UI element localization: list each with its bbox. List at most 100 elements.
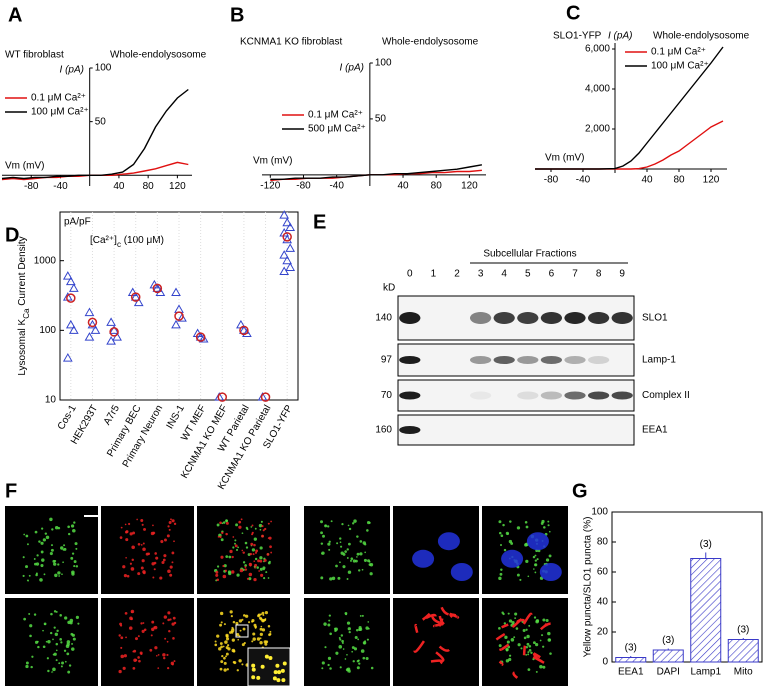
puncta — [498, 644, 502, 648]
x-axis-label: Vm (mV) — [253, 156, 292, 167]
cell-point — [68, 325, 79, 334]
puncta — [47, 640, 51, 644]
puncta — [33, 558, 36, 560]
puncta — [220, 555, 224, 559]
puncta — [321, 552, 323, 555]
x-tick-label: Mito — [734, 667, 753, 678]
mito-network — [522, 645, 527, 656]
puncta — [320, 531, 323, 535]
band — [587, 312, 610, 324]
y-tick-label: 50 — [375, 114, 387, 125]
puncta — [162, 622, 165, 625]
puncta — [259, 640, 263, 645]
cell-point — [282, 255, 293, 265]
puncta — [36, 640, 39, 643]
mito-network — [522, 612, 533, 625]
puncta — [329, 632, 332, 636]
puncta — [543, 526, 546, 529]
puncta — [36, 554, 39, 557]
puncta — [263, 577, 266, 580]
nucleus — [501, 549, 524, 568]
puncta — [55, 659, 58, 662]
puncta — [215, 570, 219, 574]
puncta — [124, 611, 128, 615]
puncta — [248, 572, 253, 577]
puncta — [533, 568, 535, 570]
panel-letter: G — [572, 480, 588, 502]
puncta — [173, 540, 175, 543]
puncta — [140, 519, 144, 523]
puncta — [252, 553, 255, 556]
puncta — [516, 573, 520, 577]
puncta — [250, 526, 253, 528]
puncta — [225, 637, 230, 641]
puncta — [151, 620, 155, 624]
puncta — [515, 627, 519, 630]
puncta — [539, 664, 543, 669]
puncta — [157, 654, 160, 656]
puncta — [57, 563, 60, 566]
n-label: (3) — [625, 643, 637, 654]
puncta — [167, 667, 170, 670]
band — [469, 356, 492, 364]
puncta — [67, 525, 70, 529]
puncta — [168, 520, 172, 524]
band — [564, 312, 586, 324]
x-tick-label: -40 — [576, 175, 591, 186]
puncta — [542, 665, 546, 669]
puncta — [139, 651, 143, 655]
puncta — [516, 526, 521, 530]
puncta — [229, 549, 233, 554]
puncta — [262, 529, 265, 532]
puncta — [253, 537, 257, 541]
puncta — [368, 560, 371, 563]
puncta — [534, 559, 537, 562]
cell-point — [65, 276, 76, 286]
puncta — [73, 565, 76, 568]
puncta — [34, 530, 38, 534]
puncta — [28, 612, 31, 615]
puncta — [249, 562, 252, 565]
puncta — [354, 636, 358, 640]
puncta — [264, 527, 267, 531]
puncta — [160, 539, 164, 544]
mito-network — [438, 645, 450, 652]
n-label: (3) — [700, 539, 712, 550]
puncta — [60, 665, 63, 668]
x-tick-label: Lamp1 — [690, 667, 721, 678]
puncta — [263, 618, 267, 622]
puncta — [356, 535, 359, 538]
inset-puncta — [260, 664, 265, 669]
puncta — [357, 638, 360, 641]
cell-point — [279, 266, 290, 275]
protein-label: EEA1 — [642, 425, 668, 436]
puncta — [345, 613, 348, 616]
blot-strip — [397, 343, 635, 377]
cell-point — [68, 283, 79, 292]
puncta — [231, 570, 235, 574]
puncta — [123, 654, 127, 658]
puncta — [75, 615, 79, 619]
trace — [1, 88, 189, 180]
puncta — [547, 520, 550, 523]
y-tick-label: 40 — [597, 597, 609, 608]
puncta — [239, 629, 242, 632]
puncta — [548, 530, 551, 533]
cell-point — [62, 271, 73, 280]
puncta — [61, 661, 64, 665]
puncta — [138, 659, 141, 663]
puncta — [30, 665, 33, 669]
puncta — [542, 645, 545, 648]
lane-label: 1 — [431, 269, 437, 280]
puncta — [67, 620, 71, 625]
puncta — [259, 567, 263, 571]
puncta — [132, 650, 135, 653]
bar — [727, 639, 759, 663]
puncta — [348, 527, 352, 531]
x-tick-label: 120 — [703, 175, 720, 186]
puncta — [347, 570, 352, 574]
puncta — [352, 660, 355, 663]
y-tick-label: 10 — [45, 395, 57, 406]
puncta — [527, 575, 530, 578]
puncta — [244, 564, 247, 567]
